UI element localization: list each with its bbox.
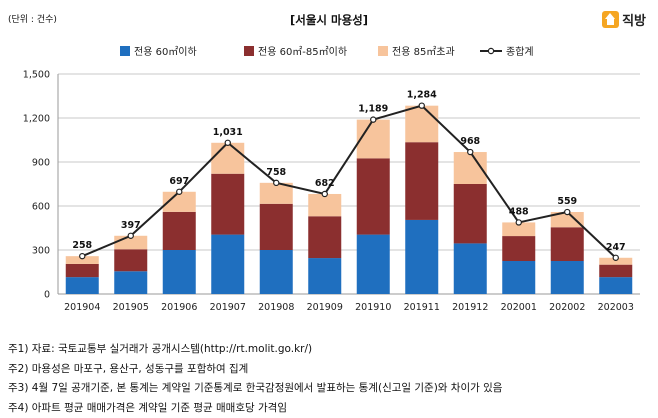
bar-segment xyxy=(211,142,245,174)
unit-label: (단위 : 건수) xyxy=(8,15,57,25)
bar-segment xyxy=(114,249,148,272)
data-label: 397 xyxy=(121,220,141,231)
data-label: 682 xyxy=(315,178,335,189)
bar-segment xyxy=(162,250,196,294)
total-point xyxy=(515,219,522,226)
bar-segment xyxy=(259,203,293,250)
total-point xyxy=(418,102,425,109)
y-tick-label: 1,500 xyxy=(23,70,50,81)
x-tick-label: 201909 xyxy=(307,302,343,313)
bar-segment xyxy=(65,256,99,264)
x-tick-label: 201906 xyxy=(161,302,197,313)
bar-segment xyxy=(453,184,487,244)
y-tick-label: 600 xyxy=(32,202,50,213)
bar-segment xyxy=(599,257,633,265)
footnote: 주4) 아파트 평균 매매가격은 계약일 기준 평균 매매호당 가격임 xyxy=(8,401,287,414)
legend-swatch xyxy=(378,46,388,56)
data-label: 758 xyxy=(266,167,286,178)
bar-segment xyxy=(162,211,196,250)
total-point xyxy=(176,188,183,195)
legend-swatch xyxy=(244,46,254,56)
total-point xyxy=(370,116,377,123)
legend-label: 전용 85㎡초과 xyxy=(392,46,455,58)
data-label: 247 xyxy=(606,242,626,253)
x-tick-label: 201907 xyxy=(210,302,246,313)
total-point xyxy=(321,190,328,198)
logo-text: 직방 xyxy=(622,14,646,29)
bar-segment xyxy=(211,173,245,235)
chart-frame: (단위 : 건수) [서울시 마용성] 직방 0 300 600 900 1,200 1,… xyxy=(8,10,646,313)
x-tick-label: 202003 xyxy=(598,302,634,313)
bar-segment xyxy=(550,212,584,228)
bar-segment xyxy=(599,264,633,278)
total-line xyxy=(81,104,617,259)
zigbang-logo: 직방 xyxy=(602,10,646,29)
bar-segment xyxy=(65,263,99,278)
bar-segment xyxy=(356,119,390,159)
x-tick-label: 201908 xyxy=(258,302,294,313)
bar-segment xyxy=(356,234,390,294)
data-label: 488 xyxy=(509,206,529,217)
x-tick-label: 201912 xyxy=(452,302,488,313)
total-point xyxy=(224,139,231,146)
x-tick-label: 202002 xyxy=(549,302,585,313)
legend-label: 종합계 xyxy=(506,46,534,58)
bar-segment xyxy=(308,193,342,217)
footnote: 주1) 자료: 국토교통부 실거래가 공개시스템(http://rt.molit… xyxy=(8,343,313,355)
bar-segment xyxy=(356,158,390,235)
footnote: 주3) 4월 7일 공개기준, 본 통계는 계약일 기준통계로 한국감정원에서 … xyxy=(8,382,503,394)
legend-swatch xyxy=(120,46,130,56)
bar-segment xyxy=(65,277,99,294)
total-point xyxy=(127,232,134,239)
bar-segment xyxy=(162,191,196,212)
bar-segment xyxy=(502,236,536,261)
bar-segment xyxy=(405,105,439,143)
y-tick-label: 0 xyxy=(44,290,50,301)
bar-segment xyxy=(259,250,293,294)
legend-label: 전용 60㎡이하 xyxy=(134,45,197,58)
x-tick-label: 201910 xyxy=(355,302,391,313)
bar-segment xyxy=(405,219,439,294)
total-point xyxy=(564,208,571,216)
data-label: 697 xyxy=(169,176,189,187)
total-point xyxy=(273,179,280,187)
data-label: 1,031 xyxy=(213,127,243,138)
chart: 0 300 600 900 1,200 1,500 201904 201905 201906 20… xyxy=(23,45,640,313)
bar-segment xyxy=(502,261,536,294)
total-point xyxy=(467,148,474,156)
x-tick-label: 202001 xyxy=(501,302,537,313)
footnote: 주2) 마용성은 마포구, 용산구, 성동구를 포함하여 집계 xyxy=(8,362,249,375)
bar-segment xyxy=(453,243,487,294)
data-label: 968 xyxy=(460,136,480,147)
legend-marker xyxy=(487,47,495,55)
bar-segment xyxy=(550,261,584,294)
data-label: 258 xyxy=(72,240,92,251)
data-label: 1,284 xyxy=(407,90,437,101)
bar-segment xyxy=(502,222,536,237)
y-tick-label: 300 xyxy=(32,246,50,257)
bar-segment xyxy=(550,227,584,261)
total-point xyxy=(79,252,86,260)
bar-segment xyxy=(599,277,633,294)
data-label: 559 xyxy=(557,196,577,207)
bar-segment xyxy=(308,216,342,259)
bar-segment xyxy=(259,182,293,204)
data-label: 1,189 xyxy=(358,104,388,115)
bar-segment xyxy=(308,258,342,294)
legend-label: 전용 60㎡-85㎡이하 xyxy=(258,45,347,58)
bar-segment xyxy=(211,234,245,294)
footnotes: 주1) 자료: 국토교통부 실거래가 공개시스템(http://rt.molit… xyxy=(8,340,502,418)
total-point xyxy=(612,254,619,261)
bar-segment xyxy=(405,142,439,220)
x-tick-label: 201911 xyxy=(404,302,440,313)
x-tick-label: 201905 xyxy=(113,302,149,313)
chart-title: [서울시 마용성] xyxy=(290,13,368,27)
y-tick-label: 900 xyxy=(32,158,50,169)
bar-segment xyxy=(114,271,148,294)
y-tick-label: 1,200 xyxy=(23,114,50,125)
house-icon xyxy=(602,11,620,28)
x-tick-label: 201904 xyxy=(64,302,100,313)
